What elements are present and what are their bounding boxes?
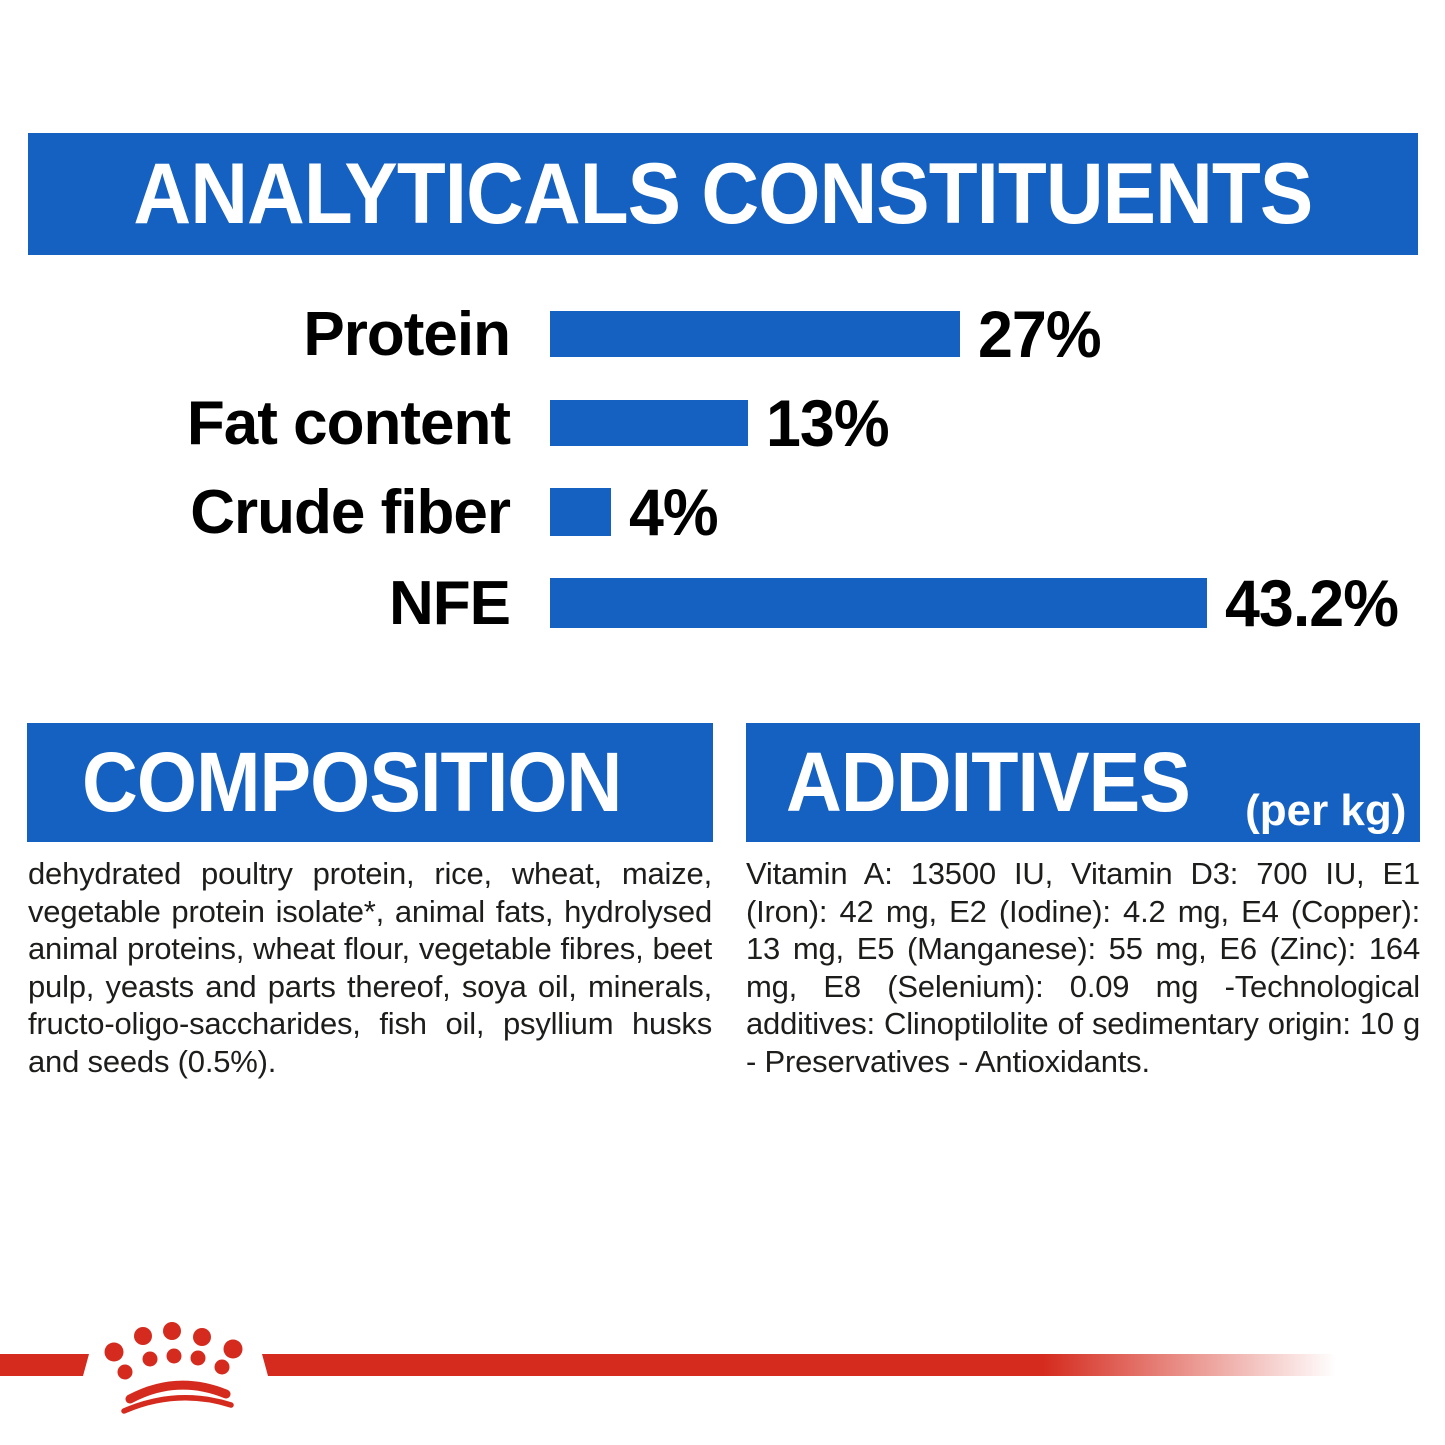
composition-title: COMPOSITION <box>82 735 622 829</box>
composition-text: dehydrated poultry protein, rice, wheat,… <box>28 856 712 1079</box>
chart-value: 27% <box>978 297 1102 371</box>
analyticals-title: ANALYTICALS CONSTITUENTS <box>133 145 1314 242</box>
chart-label: NFE <box>389 568 511 638</box>
chart-label: Crude fiber <box>190 477 511 547</box>
chart-bar <box>550 578 1207 628</box>
additives-title-suffix: (per kg) <box>1245 786 1407 835</box>
brand-strip-right <box>262 1354 1347 1376</box>
analyticals-header-bar: ANALYTICALS CONSTITUENTS <box>28 133 1418 255</box>
chart-value: 13% <box>766 386 890 460</box>
chart-bar <box>550 400 748 446</box>
chart-bar <box>550 488 611 536</box>
crown-base-arcs <box>121 1380 234 1414</box>
chart-bar <box>550 311 960 357</box>
additives-text: Vitamin A: 13500 IU, Vitamin D3: 700 IU,… <box>746 856 1420 1079</box>
chart-row-crude-fiber: Crude fiber 4% <box>0 475 1445 549</box>
additives-title-wrap: ADDITIVES (per kg) <box>786 734 1406 835</box>
chart-row-fat-content: Fat content 13% <box>0 386 1445 460</box>
chart-row-nfe: NFE 43.2% <box>0 566 1445 640</box>
additives-header-bar: ADDITIVES (per kg) <box>746 723 1420 842</box>
chart-label: Protein <box>303 299 511 369</box>
composition-header-bar: COMPOSITION <box>27 723 713 842</box>
chart-row-protein: Protein 27% <box>0 297 1445 371</box>
additives-title: ADDITIVES <box>786 735 1191 829</box>
chart-value: 4% <box>629 475 719 549</box>
crown-logo-icon <box>104 1322 243 1414</box>
chart-value: 43.2% <box>1225 566 1399 640</box>
chart-label: Fat content <box>186 388 511 458</box>
crown-gems <box>104 1322 243 1380</box>
brand-strip-left <box>0 1354 89 1376</box>
